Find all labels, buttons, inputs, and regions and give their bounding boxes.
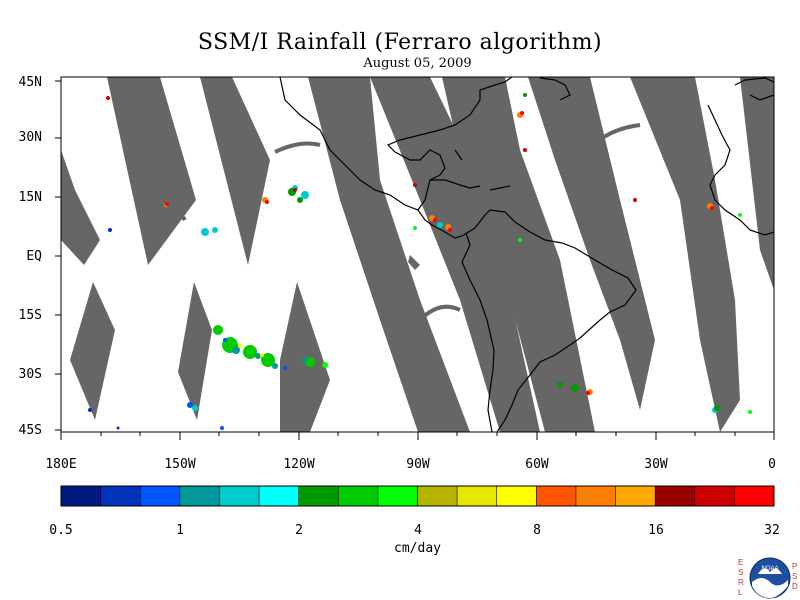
noaa-emblem-icon: NOAA (749, 557, 791, 599)
lon-label-180e: 180E (45, 457, 77, 472)
map-date: August 05, 2009 (363, 56, 472, 71)
colorbar-label-32: 32 (764, 523, 780, 538)
map-ticks (55, 80, 775, 440)
lon-label-90w: 90W (406, 457, 430, 472)
lon-label-150w: 150W (164, 457, 196, 472)
colorbar-label-0-5: 0.5 (49, 523, 73, 538)
noaa-logo: ESRL PSD NOAA (734, 556, 800, 600)
psd-letters: PSD (792, 562, 798, 591)
colorbar-label-8: 8 (533, 523, 541, 538)
rainfall-patches (88, 93, 752, 430)
coastlines (279, 77, 774, 432)
lon-label-120w: 120W (283, 457, 315, 472)
no-data-swaths (61, 77, 774, 432)
colorbar-label-4: 4 (414, 523, 422, 538)
lat-label-15s: 15S (18, 308, 42, 323)
colorbar-label-1: 1 (176, 523, 184, 538)
esrl-letters: ESRL (738, 558, 744, 597)
map-title: SSM/I Rainfall (Ferraro algorithm) (197, 30, 603, 55)
lon-label-30w: 30W (644, 457, 668, 472)
lat-label-eq: EQ (26, 249, 42, 264)
colorbar-unit: cm/day (394, 541, 441, 556)
lat-label-45s: 45S (18, 423, 42, 438)
noaa-emblem-text: NOAA (761, 566, 778, 572)
lon-label-60w: 60W (525, 457, 549, 472)
lat-label-45n: 45N (18, 75, 42, 90)
colorbar-label-2: 2 (295, 523, 303, 538)
colorbar-label-16: 16 (648, 523, 664, 538)
lat-label-30n: 30N (18, 130, 42, 145)
lon-label-0: 0 (768, 457, 776, 472)
lat-label-15n: 15N (18, 190, 42, 205)
lat-label-30s: 30S (18, 367, 42, 382)
